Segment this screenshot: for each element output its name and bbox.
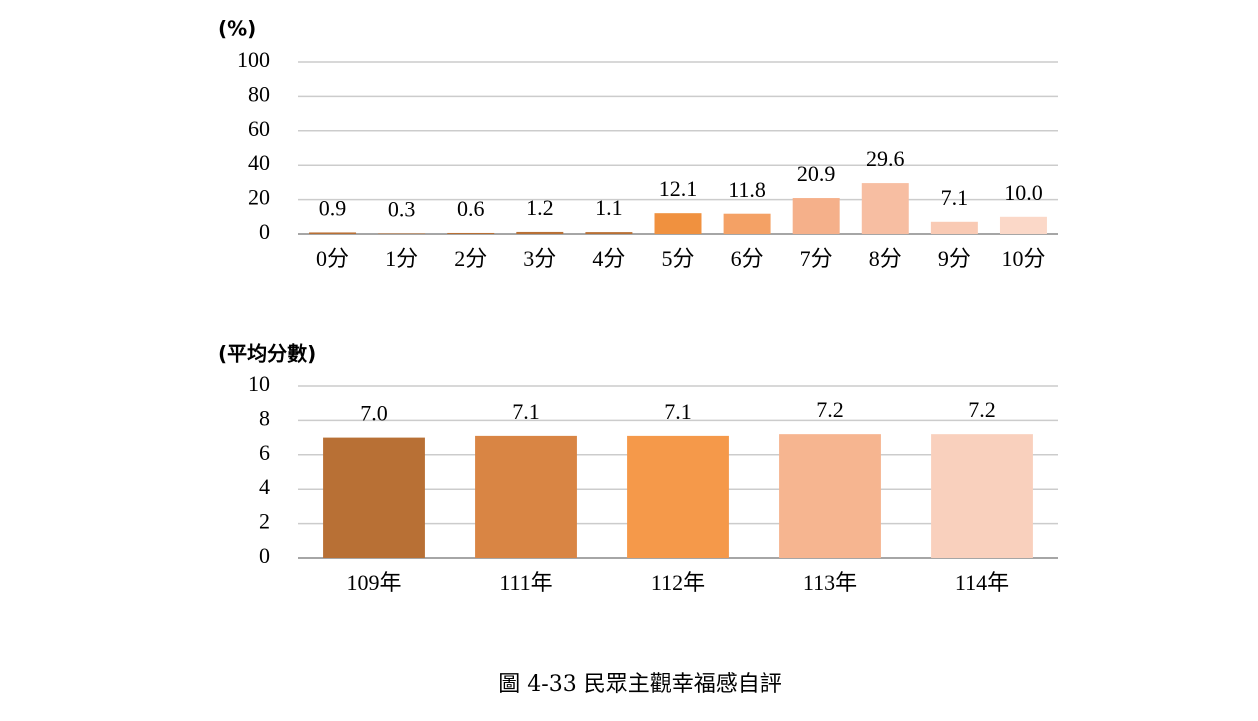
bar xyxy=(861,183,909,234)
bar xyxy=(516,231,564,234)
bar xyxy=(723,213,771,234)
bar xyxy=(309,232,357,234)
y-tick-label: 20 xyxy=(248,185,270,210)
x-tick-label: 114年 xyxy=(955,570,1009,595)
y-tick-label: 4 xyxy=(259,474,270,499)
value-label: 12.1 xyxy=(659,176,698,201)
caption: 圖 4-33 民眾主觀幸福感自評 xyxy=(498,672,781,697)
y-tick-label: 0 xyxy=(259,543,270,568)
x-tick-label: 9分 xyxy=(938,246,971,271)
x-tick-label: 2分 xyxy=(454,246,487,271)
bar xyxy=(378,233,426,234)
y-tick-label: 6 xyxy=(259,440,270,465)
bar xyxy=(585,232,633,234)
bar xyxy=(475,435,577,558)
value-label: 7.1 xyxy=(941,185,969,210)
x-tick-label: 113年 xyxy=(803,570,857,595)
bar xyxy=(447,232,495,234)
bar xyxy=(931,434,1033,558)
x-tick-label: 3分 xyxy=(523,246,556,271)
value-label: 7.1 xyxy=(512,399,540,424)
value-label: 0.3 xyxy=(388,197,416,222)
x-tick-label: 111年 xyxy=(499,570,552,595)
y-tick-label: 40 xyxy=(248,150,270,175)
bar xyxy=(999,216,1047,234)
value-label: 0.9 xyxy=(319,195,347,220)
value-label: 20.9 xyxy=(797,161,836,186)
value-label: 7.1 xyxy=(664,399,692,424)
y-tick-label: 100 xyxy=(237,47,270,72)
x-tick-label: 5分 xyxy=(661,246,694,271)
bar xyxy=(930,221,978,234)
bar xyxy=(792,198,840,234)
x-tick-label: 6分 xyxy=(731,246,764,271)
x-tick-label: 109年 xyxy=(346,570,401,595)
y-tick-label: 8 xyxy=(259,405,270,430)
x-tick-label: 0分 xyxy=(316,246,349,271)
x-tick-label: 112年 xyxy=(651,570,705,595)
x-tick-label: 10分 xyxy=(1001,246,1045,271)
value-label: 0.6 xyxy=(457,196,485,221)
bar xyxy=(627,435,729,558)
y-tick-label: 2 xyxy=(259,509,270,534)
y-tick-label: 10 xyxy=(248,371,270,396)
value-label: 10.0 xyxy=(1004,180,1043,205)
y-axis-label: (%) xyxy=(218,17,256,41)
x-tick-label: 1分 xyxy=(385,246,418,271)
value-label: 1.2 xyxy=(526,195,554,220)
value-label: 1.1 xyxy=(595,195,623,220)
y-tick-label: 0 xyxy=(259,219,270,244)
bar xyxy=(779,434,881,558)
value-label: 7.2 xyxy=(816,397,844,422)
value-label: 7.0 xyxy=(360,401,388,426)
x-tick-label: 4分 xyxy=(592,246,625,271)
x-tick-label: 7分 xyxy=(800,246,833,271)
bar xyxy=(323,437,425,558)
y-axis-label: (平均分數) xyxy=(218,342,316,366)
bar xyxy=(654,213,702,234)
value-label: 11.8 xyxy=(728,177,766,202)
y-tick-label: 80 xyxy=(248,81,270,106)
x-tick-label: 8分 xyxy=(869,246,902,271)
y-tick-label: 60 xyxy=(248,116,270,141)
value-label: 7.2 xyxy=(968,397,996,422)
value-label: 29.6 xyxy=(866,146,905,171)
